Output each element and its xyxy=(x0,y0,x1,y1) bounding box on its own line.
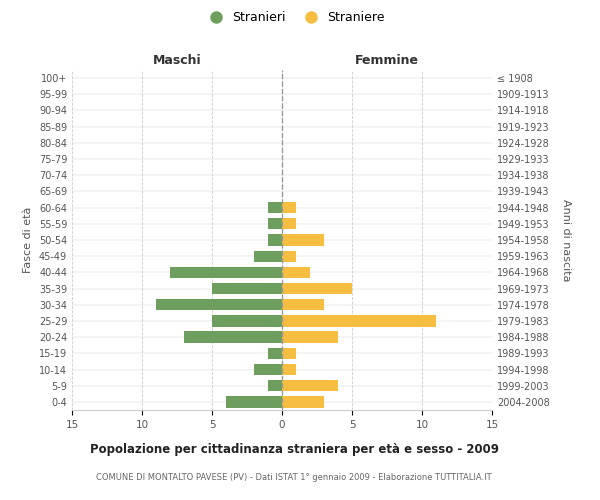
Bar xyxy=(170,266,282,278)
Bar xyxy=(212,316,282,326)
Bar xyxy=(282,332,338,343)
Bar xyxy=(212,283,282,294)
Text: COMUNE DI MONTALTO PAVESE (PV) - Dati ISTAT 1° gennaio 2009 - Elaborazione TUTTI: COMUNE DI MONTALTO PAVESE (PV) - Dati IS… xyxy=(96,472,492,482)
Bar xyxy=(268,234,282,246)
Legend: Stranieri, Straniere: Stranieri, Straniere xyxy=(199,6,389,29)
Bar xyxy=(268,380,282,392)
Bar xyxy=(282,396,324,407)
Bar xyxy=(282,299,324,310)
Y-axis label: Fasce di età: Fasce di età xyxy=(23,207,33,273)
Bar xyxy=(282,202,296,213)
Bar xyxy=(268,348,282,359)
Y-axis label: Anni di nascita: Anni di nascita xyxy=(561,198,571,281)
Bar xyxy=(282,218,296,230)
Bar xyxy=(226,396,282,407)
Bar xyxy=(268,218,282,230)
Bar xyxy=(282,364,296,375)
Bar xyxy=(282,266,310,278)
Bar xyxy=(254,250,282,262)
Bar xyxy=(254,364,282,375)
Bar xyxy=(156,299,282,310)
Bar xyxy=(282,316,436,326)
Text: Maschi: Maschi xyxy=(152,54,202,67)
Bar xyxy=(282,380,338,392)
Bar xyxy=(282,283,352,294)
Bar xyxy=(282,348,296,359)
Text: Popolazione per cittadinanza straniera per età e sesso - 2009: Popolazione per cittadinanza straniera p… xyxy=(89,442,499,456)
Bar xyxy=(184,332,282,343)
Bar xyxy=(268,202,282,213)
Text: Femmine: Femmine xyxy=(355,54,419,67)
Bar xyxy=(282,234,324,246)
Bar xyxy=(282,250,296,262)
